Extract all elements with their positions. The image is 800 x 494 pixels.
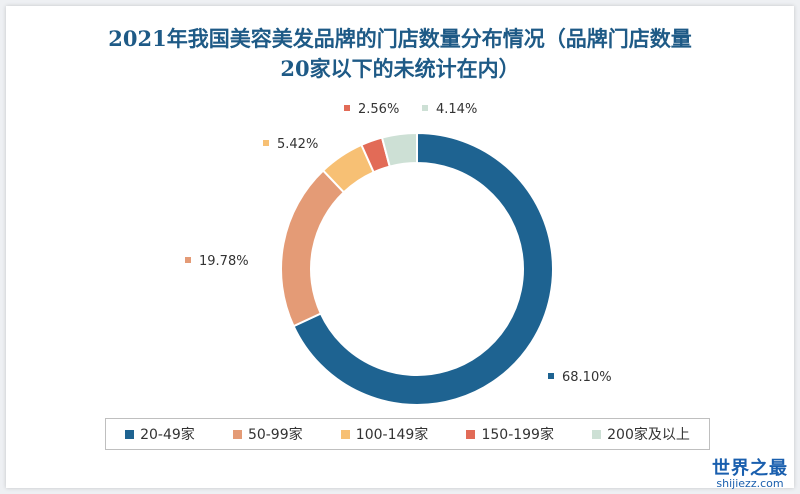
- slice-label-20-49: 68.10%: [562, 370, 612, 385]
- legend-item-20-49[interactable]: 20-49家: [125, 424, 195, 444]
- slice-label-marker-100-149: [263, 140, 269, 146]
- legend-swatch-200-plus: [592, 429, 602, 439]
- slice-label-50-99: 19.78%: [199, 254, 249, 269]
- legend-swatch-150-199: [466, 429, 476, 439]
- slice-20-49[interactable]: [292, 131, 554, 406]
- chart-title-line2: 20家以下的未统计在内）: [280, 56, 520, 81]
- legend-item-200-plus[interactable]: 200家及以上: [592, 424, 690, 444]
- slice-label-marker-200-plus: [422, 105, 428, 111]
- chart-title-line1: 2021年我国美容美发品牌的门店数量分布情况（品牌门店数量: [108, 26, 692, 51]
- slice-label-marker-20-49: [548, 373, 554, 379]
- legend-item-100-149[interactable]: 100-149家: [340, 424, 429, 444]
- watermark-logo: 世界之最 shijiezz.com: [712, 457, 788, 491]
- slice-label-100-149: 5.42%: [277, 137, 318, 152]
- legend-item-150-199[interactable]: 150-199家: [466, 424, 554, 444]
- watermark-main: 世界之最: [712, 457, 788, 479]
- chart-card: [6, 6, 794, 488]
- slice-50-99[interactable]: [280, 169, 346, 328]
- legend-label-20-49: 20-49家: [140, 427, 195, 443]
- legend-label-150-199: 150-199家: [481, 427, 554, 443]
- donut-slices: [280, 131, 554, 406]
- legend-swatch-20-49: [125, 429, 135, 439]
- slice-label-marker-150-199: [344, 105, 350, 111]
- slice-label-150-199: 2.56%: [358, 102, 399, 117]
- slice-label-marker-50-99: [185, 257, 191, 263]
- legend-label-50-99: 50-99家: [247, 427, 303, 443]
- chart-title: 2021年我国美容美发品牌的门店数量分布情况（品牌门店数量 20家以下的未统计在…: [0, 24, 800, 84]
- slice-200-plus[interactable]: [380, 131, 418, 168]
- legend-swatch-50-99: [232, 429, 242, 439]
- legend-label-200-plus: 200家及以上: [607, 427, 690, 443]
- legend-swatch-100-149: [340, 429, 350, 439]
- chart-legend: 20-49家 50-99家 100-149家 150-199家 200家及以上: [105, 418, 710, 450]
- legend-item-50-99[interactable]: 50-99家: [232, 424, 303, 444]
- watermark-sub: shijiezz.com: [716, 477, 784, 491]
- slice-labels: 68.10% 19.78% 5.42% 2.56% 4.14%: [185, 102, 612, 385]
- slice-label-200-plus: 4.14%: [436, 102, 477, 117]
- legend-label-100-149: 100-149家: [355, 427, 429, 443]
